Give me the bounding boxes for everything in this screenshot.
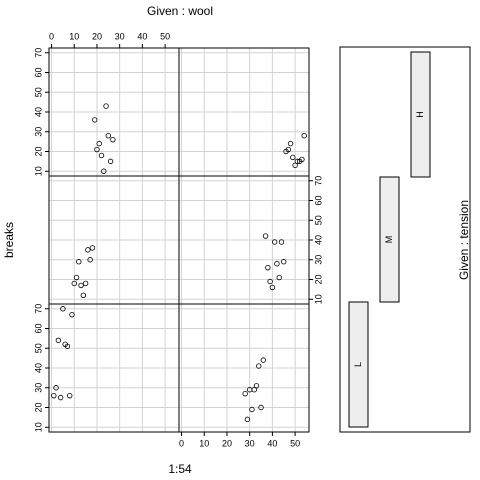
point: [103, 103, 109, 109]
y-tick-label: 50: [33, 343, 43, 353]
point: [53, 385, 59, 391]
point: [78, 282, 84, 289]
point: [285, 146, 291, 153]
x-tick-label: 40: [137, 31, 147, 41]
x-tick-label: 40: [267, 438, 277, 448]
x-tick-label: 20: [92, 31, 102, 41]
point: [105, 133, 112, 139]
point: [260, 357, 267, 363]
y-tick-label: 20: [33, 146, 43, 156]
point: [67, 392, 73, 399]
point: [94, 146, 100, 153]
y-tick-label: 10: [313, 294, 323, 304]
y-tick-label: 30: [33, 383, 43, 393]
point: [57, 394, 64, 401]
y-tick-label: 60: [33, 67, 43, 77]
point: [292, 162, 298, 169]
x-tick-label: 30: [245, 438, 255, 448]
point: [249, 406, 255, 413]
y-tick-label: 20: [313, 274, 323, 284]
given-bar-label: M: [384, 236, 394, 244]
y-tick-label: 20: [33, 402, 43, 412]
given-bar: [410, 51, 431, 178]
point: [60, 306, 66, 312]
point: [64, 343, 71, 349]
x-label: 1:54: [168, 462, 192, 476]
point: [269, 284, 276, 291]
y-tick-label: 60: [33, 323, 43, 333]
point: [301, 133, 307, 139]
point: [73, 274, 80, 281]
point: [267, 278, 273, 285]
x-tick-label: 20: [222, 438, 232, 448]
y-tick-label: 70: [33, 304, 43, 314]
panel-frame: [178, 47, 310, 177]
point: [244, 416, 251, 423]
point: [278, 239, 285, 245]
y-tick-label: 70: [313, 176, 323, 186]
point: [294, 158, 301, 165]
point: [107, 158, 114, 165]
point: [265, 264, 271, 271]
point: [256, 363, 262, 369]
point: [242, 390, 248, 397]
point: [76, 259, 82, 265]
point: [96, 140, 102, 147]
point: [85, 247, 91, 253]
y-tick-label: 50: [33, 87, 43, 97]
right-label: Given : tension: [457, 200, 471, 280]
point: [69, 311, 75, 318]
y-tick-label: 50: [313, 215, 323, 225]
x-tick-label: 10: [69, 31, 79, 41]
point: [253, 383, 260, 389]
x-tick-label: 30: [115, 31, 125, 41]
x-tick-label: 50: [290, 438, 300, 448]
point: [110, 136, 116, 143]
point: [101, 168, 107, 174]
x-tick-label: 10: [199, 438, 209, 448]
point: [258, 404, 264, 411]
top-label: Given : wool: [147, 4, 213, 18]
y-tick-label: 70: [33, 48, 43, 58]
y-tick-label: 30: [33, 127, 43, 137]
y-tick-label: 40: [33, 363, 43, 373]
given-panel: [339, 46, 471, 433]
point: [299, 156, 305, 163]
point: [71, 280, 77, 287]
point: [271, 239, 278, 245]
y-tick-label: 10: [33, 422, 43, 432]
x-tick-label: 0: [49, 31, 54, 41]
given-bar: [348, 301, 369, 428]
point: [287, 140, 294, 147]
y-label: breaks: [2, 222, 16, 258]
point: [251, 387, 257, 393]
point: [98, 152, 105, 159]
point: [82, 280, 89, 287]
point: [281, 259, 287, 265]
x-tick-label: 50: [160, 31, 170, 41]
point: [91, 117, 98, 123]
point: [87, 257, 93, 263]
point: [274, 261, 280, 267]
point: [80, 292, 87, 299]
point: [290, 154, 296, 161]
given-bar-label: H: [415, 111, 425, 118]
y-tick-label: 30: [313, 255, 323, 265]
point: [262, 233, 269, 239]
point: [55, 337, 62, 344]
given-bar-label: L: [353, 362, 363, 367]
y-tick-label: 40: [313, 235, 323, 245]
point: [89, 245, 96, 251]
y-tick-label: 60: [313, 195, 323, 205]
point: [51, 392, 57, 399]
y-tick-label: 10: [33, 166, 43, 176]
given-bar: [379, 176, 400, 303]
point: [276, 274, 282, 281]
x-tick-label: 0: [179, 438, 184, 448]
y-tick-label: 40: [33, 107, 43, 117]
